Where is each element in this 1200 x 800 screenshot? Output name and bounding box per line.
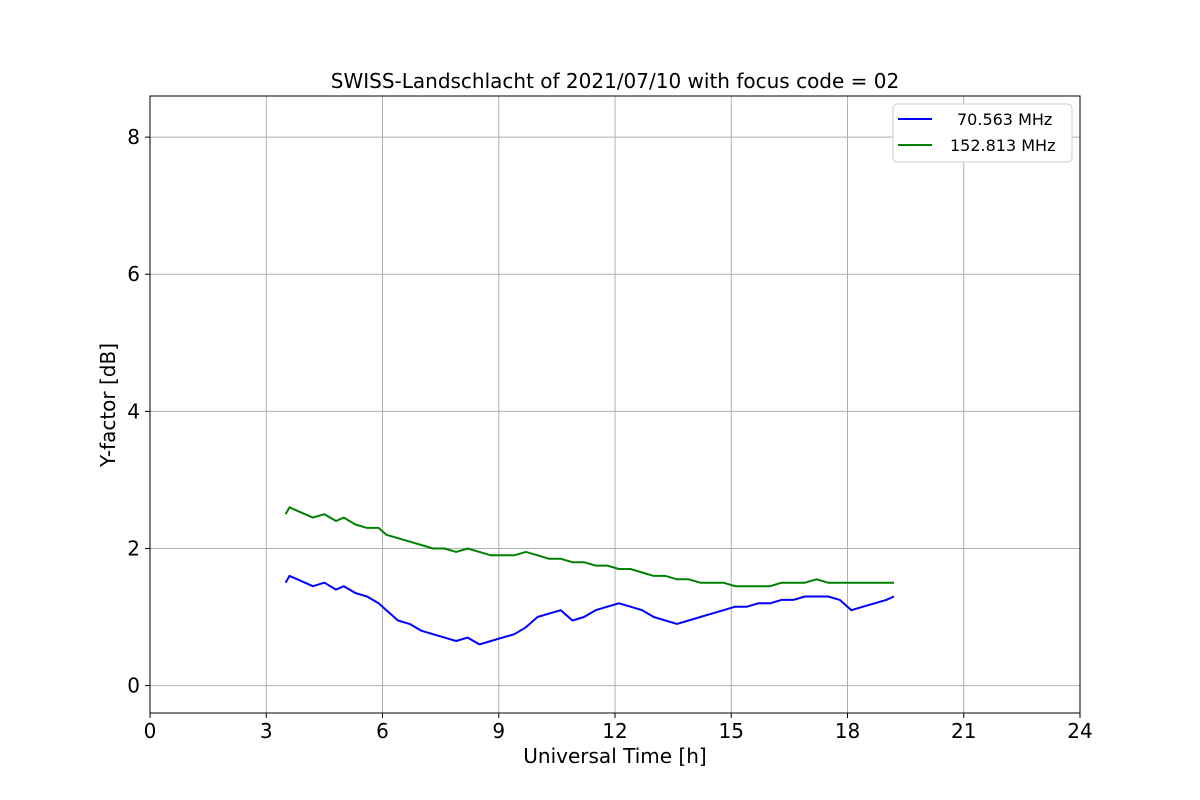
y-tick-label: 0 xyxy=(127,674,140,698)
x-axis-ticks: 0 3 6 9 12 15 18 21 24 xyxy=(144,713,1093,743)
series-line-1 xyxy=(284,506,894,588)
legend-label-152mhz: 152.813 MHz xyxy=(950,136,1055,155)
x-tick-label: 18 xyxy=(835,719,860,743)
x-tick-label: 0 xyxy=(144,719,157,743)
x-tick-label: 9 xyxy=(492,719,505,743)
legend: 70.563 MHz 152.813 MHz xyxy=(892,103,1073,163)
legend-label-70mhz: 70.563 MHz xyxy=(957,110,1052,129)
series-line-0 xyxy=(284,574,895,646)
x-tick-label: 12 xyxy=(602,719,627,743)
y-tick-label: 2 xyxy=(127,536,140,560)
y-tick-label: 4 xyxy=(127,399,140,423)
y-axis-ticks: 0 2 4 6 8 xyxy=(127,125,150,698)
x-tick-label: 6 xyxy=(376,719,389,743)
plot-area xyxy=(149,95,1081,714)
y-tick-label: 8 xyxy=(127,125,140,149)
y-axis-label: Y-factor [dB] xyxy=(96,343,120,468)
legend-box xyxy=(892,103,1073,163)
x-axis-label: Universal Time [h] xyxy=(523,744,706,768)
x-tick-label: 24 xyxy=(1067,719,1092,743)
x-tick-label: 21 xyxy=(951,719,976,743)
chart-title: SWISS-Landschlacht of 2021/07/10 with fo… xyxy=(331,69,899,93)
x-tick-label: 3 xyxy=(260,719,273,743)
grid xyxy=(149,96,1081,713)
x-tick-label: 15 xyxy=(719,719,744,743)
series-layer xyxy=(284,506,895,646)
y-tick-label: 6 xyxy=(127,262,140,286)
